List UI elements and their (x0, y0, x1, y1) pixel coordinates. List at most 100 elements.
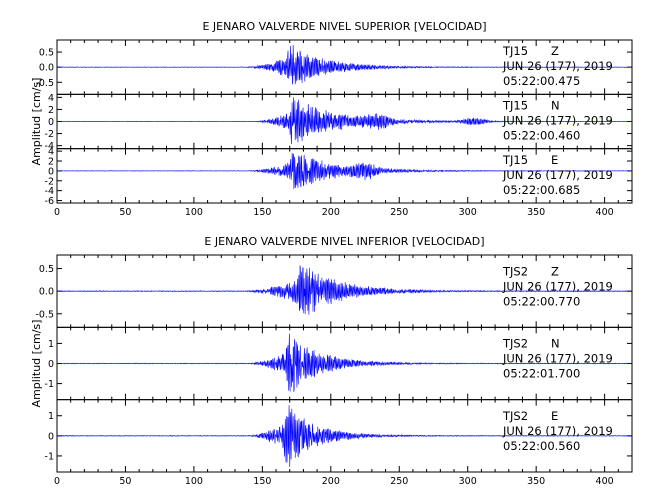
record-time: 05:22:00.460 (503, 129, 580, 143)
y-tick-label: 4 (48, 147, 54, 158)
y-tick-label: -4 (45, 186, 54, 197)
component-code-value: Z (551, 44, 559, 58)
y-tick-label: -6 (45, 196, 54, 207)
x-tick-label: 200 (322, 476, 340, 487)
component-code: E (551, 409, 558, 423)
y-tick-label: 0 (48, 431, 54, 442)
station-code-value: TJS2 (502, 264, 528, 278)
component-code-value: N (551, 337, 560, 351)
record-time: 05:22:01.700 (503, 367, 580, 381)
x-tick-label: 150 (253, 207, 271, 218)
x-tick-label: 0 (54, 476, 60, 487)
y-tick-label: 2 (48, 105, 54, 116)
station-code: TJS2 (502, 264, 528, 278)
figure-1: E JENARO VALVERDE NIVEL SUPERIOR [VELOCI… (30, 20, 633, 218)
x-tick-label: 250 (390, 476, 408, 487)
waveform-trace (56, 405, 633, 467)
station-code: TJ15 (502, 99, 528, 113)
y-tick-label: 2 (48, 157, 54, 168)
y-tick-label: 0 (48, 359, 54, 370)
x-tick-label: 400 (596, 476, 614, 487)
x-tick-label: 100 (185, 207, 203, 218)
record-date: JUN 26 (177), 2019 (502, 352, 613, 366)
x-tick-label: 0 (54, 207, 60, 218)
record-date: JUN 26 (177), 2019 (502, 279, 613, 293)
station-code-value: TJS2 (502, 409, 528, 423)
y-tick-label: -1 (45, 451, 54, 462)
station-code-value: TJ15 (502, 99, 528, 113)
y-axis-label: Amplitud [cm/s] (30, 78, 43, 166)
y-tick-label: 0.5 (39, 264, 54, 275)
x-tick-label: 400 (596, 207, 614, 218)
component-code-value: N (551, 99, 560, 113)
x-tick-label: 300 (459, 207, 477, 218)
x-tick-label: 350 (527, 476, 545, 487)
component-code: N (551, 337, 560, 351)
station-code: TJS2 (502, 337, 528, 351)
y-tick-label: 1 (48, 411, 54, 422)
record-date: JUN 26 (177), 2019 (502, 424, 613, 438)
y-tick-label: -0.5 (35, 78, 54, 89)
component-code: Z (551, 44, 559, 58)
waveform-trace (56, 45, 633, 85)
record-time: 05:22:00.475 (503, 74, 580, 88)
y-tick-label: 0.5 (39, 48, 54, 59)
x-tick-label: 50 (119, 207, 131, 218)
station-code-value: TJ15 (502, 44, 528, 58)
y-tick-label: 0.0 (39, 287, 54, 298)
y-tick-label: 0 (48, 117, 54, 128)
chart-title: E JENARO VALVERDE NIVEL SUPERIOR [VELOCI… (202, 20, 486, 33)
x-tick-label: 150 (253, 476, 271, 487)
y-tick-label: -2 (45, 129, 54, 140)
x-tick-label: 100 (185, 476, 203, 487)
x-tick-label: 250 (390, 207, 408, 218)
figure-2: E JENARO VALVERDE NIVEL INFERIOR [VELOCI… (30, 235, 633, 487)
component-code: E (551, 153, 558, 167)
y-tick-label: -2 (45, 176, 54, 187)
station-code: TJS2 (502, 409, 528, 423)
waveform-trace (56, 265, 633, 315)
y-tick-label: -4 (45, 141, 54, 152)
station-code: TJ15 (502, 44, 528, 58)
y-tick-label: -1 (45, 379, 54, 390)
x-tick-label: 200 (322, 207, 340, 218)
x-tick-label: 350 (527, 207, 545, 218)
record-date: JUN 26 (177), 2019 (502, 114, 613, 128)
station-code-value: TJ15 (502, 153, 528, 167)
station-code-value: TJS2 (502, 337, 528, 351)
y-tick-label: 0.0 (39, 63, 54, 74)
waveform-trace (57, 152, 633, 190)
y-tick-label: 1 (48, 339, 54, 350)
y-axis-label: Amplitud [cm/s] (30, 320, 43, 408)
record-date: JUN 26 (177), 2019 (502, 59, 613, 73)
record-date: JUN 26 (177), 2019 (502, 168, 613, 182)
waveform-trace (57, 333, 633, 392)
y-tick-label: 4 (48, 93, 54, 104)
record-time: 05:22:00.685 (503, 183, 580, 197)
component-code-value: E (551, 153, 558, 167)
x-tick-label: 50 (119, 476, 131, 487)
y-tick-label: 0 (48, 166, 54, 177)
chart-title: E JENARO VALVERDE NIVEL INFERIOR [VELOCI… (204, 235, 484, 248)
station-code: TJ15 (502, 153, 528, 167)
y-tick-label: -0.5 (35, 309, 54, 320)
component-code: N (551, 99, 560, 113)
x-tick-label: 300 (459, 476, 477, 487)
record-time: 05:22:00.770 (503, 294, 580, 308)
component-code-value: Z (551, 264, 559, 278)
waveform-trace (56, 97, 633, 144)
component-code-value: E (551, 409, 558, 423)
